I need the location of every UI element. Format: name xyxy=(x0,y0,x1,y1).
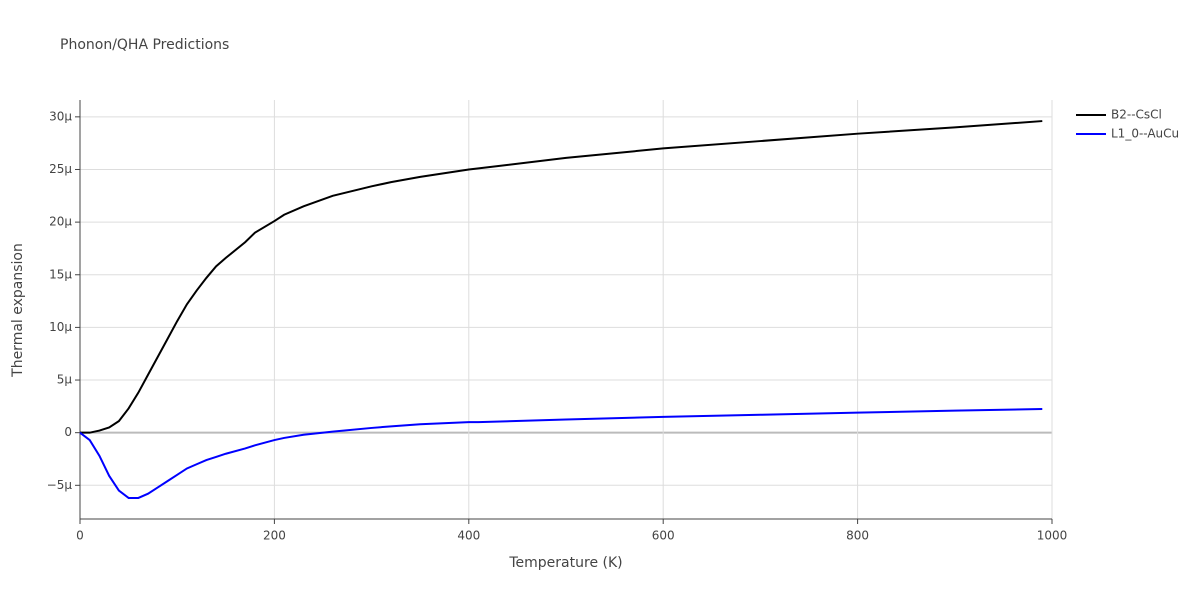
y-tick-label: 10μ xyxy=(49,320,72,334)
x-axis-title: Temperature (K) xyxy=(508,555,622,571)
y-tick-label: −5μ xyxy=(47,478,73,492)
y-tick-label: 15μ xyxy=(49,267,72,281)
legend-label: B2--CsCl xyxy=(1111,108,1162,122)
x-tick-label: 600 xyxy=(652,529,675,543)
y-axis-title: Thermal expansion xyxy=(10,243,26,378)
y-tick-label: 25μ xyxy=(49,162,72,176)
x-tick-label: 400 xyxy=(457,529,480,543)
y-tick-label: 5μ xyxy=(57,373,73,387)
y-tick-label: 20μ xyxy=(49,215,72,229)
legend-label: L1_0--AuCu xyxy=(1111,127,1179,141)
chart-title: Phonon/QHA Predictions xyxy=(60,37,229,53)
x-tick-label: 1000 xyxy=(1037,529,1068,543)
series-line xyxy=(80,120,1043,434)
y-tick-label: 30μ xyxy=(49,109,72,123)
x-tick-label: 800 xyxy=(846,529,869,543)
y-tick-label: 0 xyxy=(64,425,72,439)
x-tick-label: 200 xyxy=(263,529,286,543)
x-tick-label: 0 xyxy=(76,529,84,543)
series-line xyxy=(79,407,1043,499)
